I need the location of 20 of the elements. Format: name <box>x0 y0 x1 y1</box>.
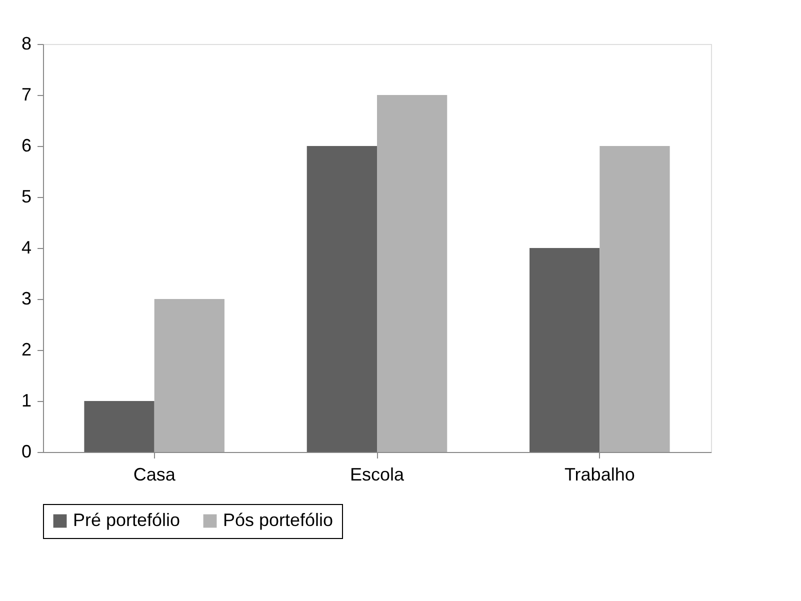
x-tick-label: Trabalho <box>564 464 635 484</box>
bar <box>600 146 670 452</box>
y-tick-label: 3 <box>21 288 32 308</box>
y-tick-label: 2 <box>21 340 32 360</box>
bar <box>530 248 600 452</box>
y-tick-label: 0 <box>21 442 32 462</box>
y-tick-label: 1 <box>21 390 32 410</box>
y-tick-label: 7 <box>21 84 32 104</box>
bar <box>154 299 224 452</box>
legend-label: Pré portefólio <box>73 510 180 530</box>
y-tick-label: 8 <box>21 34 32 54</box>
x-tick-label: Casa <box>133 464 176 484</box>
y-tick-label: 5 <box>21 186 32 206</box>
bar <box>84 401 154 452</box>
bar <box>377 95 448 452</box>
y-tick-label: 6 <box>21 136 32 156</box>
x-tick-label: Escola <box>350 464 405 484</box>
legend-label: Pós portefólio <box>223 510 334 530</box>
y-tick-label: 4 <box>21 238 32 258</box>
bar <box>306 146 377 452</box>
